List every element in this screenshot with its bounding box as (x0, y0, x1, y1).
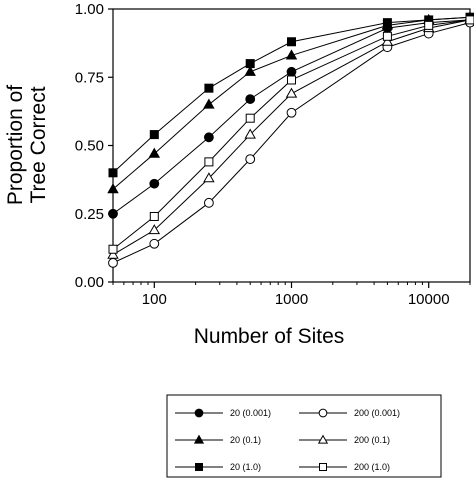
legend-label: 200 (0.001) (354, 408, 400, 418)
legend-entry: 20 (0.1) (175, 434, 261, 445)
data-point (107, 183, 119, 194)
data-point (203, 172, 215, 183)
data-point (287, 37, 296, 47)
data-point (285, 49, 298, 60)
data-point (245, 94, 256, 104)
data-point (107, 248, 119, 259)
data-point (382, 18, 392, 28)
data-point (286, 107, 297, 118)
data-point (286, 66, 297, 77)
y-tick-label: 0.25 (75, 206, 104, 223)
y-tick-label: 0.00 (75, 274, 104, 291)
series-layer (107, 11, 474, 268)
series-line (112, 16, 471, 174)
legend-entry: 200 (0.001) (299, 408, 400, 418)
y-axis-title-line-1: Proportion of (4, 85, 27, 205)
legend-label: 20 (0.1) (230, 435, 261, 445)
legend: 20 (0.001) 200 (0.001) 20 (0.1) 200 (0.1) 20… (166, 394, 442, 478)
legend-entry: 20 (1.0) (175, 462, 261, 472)
data-point (285, 87, 298, 98)
legend-marker (194, 408, 204, 418)
series-line (112, 19, 471, 250)
data-point (381, 35, 394, 46)
series-20-1-0 (108, 12, 474, 178)
legend-marker (195, 463, 203, 471)
data-point (108, 168, 118, 178)
y-tick-label: 0.50 (75, 138, 104, 155)
legend-entry: 20 (0.001) (175, 408, 271, 418)
legend-label: 200 (1.0) (354, 462, 390, 472)
data-point (108, 257, 118, 268)
legend-entry: 200 (0.1) (299, 434, 390, 445)
series-line (112, 22, 471, 264)
x-tick-label: 100 (142, 291, 167, 308)
legend-marker (319, 463, 327, 471)
data-point (465, 15, 474, 25)
x-axis-title: Number of Sites (194, 325, 345, 348)
data-point (148, 224, 161, 235)
data-point (245, 113, 255, 123)
legend-label: 20 (0.001) (230, 408, 271, 418)
data-point (287, 75, 296, 85)
data-point (203, 98, 215, 109)
legend-label: 200 (0.1) (354, 435, 390, 445)
data-point (244, 128, 256, 139)
series-line (112, 19, 471, 215)
data-point (149, 130, 159, 140)
data-point (204, 83, 214, 93)
data-point (149, 211, 159, 221)
legend-marker (193, 434, 205, 444)
legend-label: 20 (1.0) (230, 462, 261, 472)
data-point (149, 238, 160, 249)
legend-marker (318, 408, 328, 418)
data-point (149, 178, 160, 189)
legend-marker (317, 434, 329, 444)
data-point (203, 132, 214, 143)
data-point (204, 157, 214, 167)
data-point (203, 197, 214, 208)
legend-entry: 200 (1.0) (299, 462, 390, 472)
data-point (424, 20, 434, 30)
data-point (245, 59, 255, 69)
data-point (148, 147, 161, 158)
data-point (382, 31, 392, 41)
y-tick-label: 1.00 (75, 1, 104, 18)
y-tick-label: 0.75 (75, 69, 104, 86)
data-point (245, 154, 256, 165)
x-tick-label: 10000 (408, 291, 450, 308)
y-axis-title-line-2: Tree Correct (27, 86, 50, 203)
y-axis: 0.00 0.25 0.50 0.75 1.00 (75, 1, 113, 291)
series-line (112, 19, 471, 256)
x-tick-label: 1000 (275, 291, 308, 308)
data-point (108, 208, 118, 219)
x-axis: 100 1000 10000 (112, 282, 471, 308)
data-point (108, 244, 118, 254)
legend-box (166, 394, 442, 478)
series-200-1-0 (108, 15, 474, 254)
data-point (244, 65, 256, 76)
